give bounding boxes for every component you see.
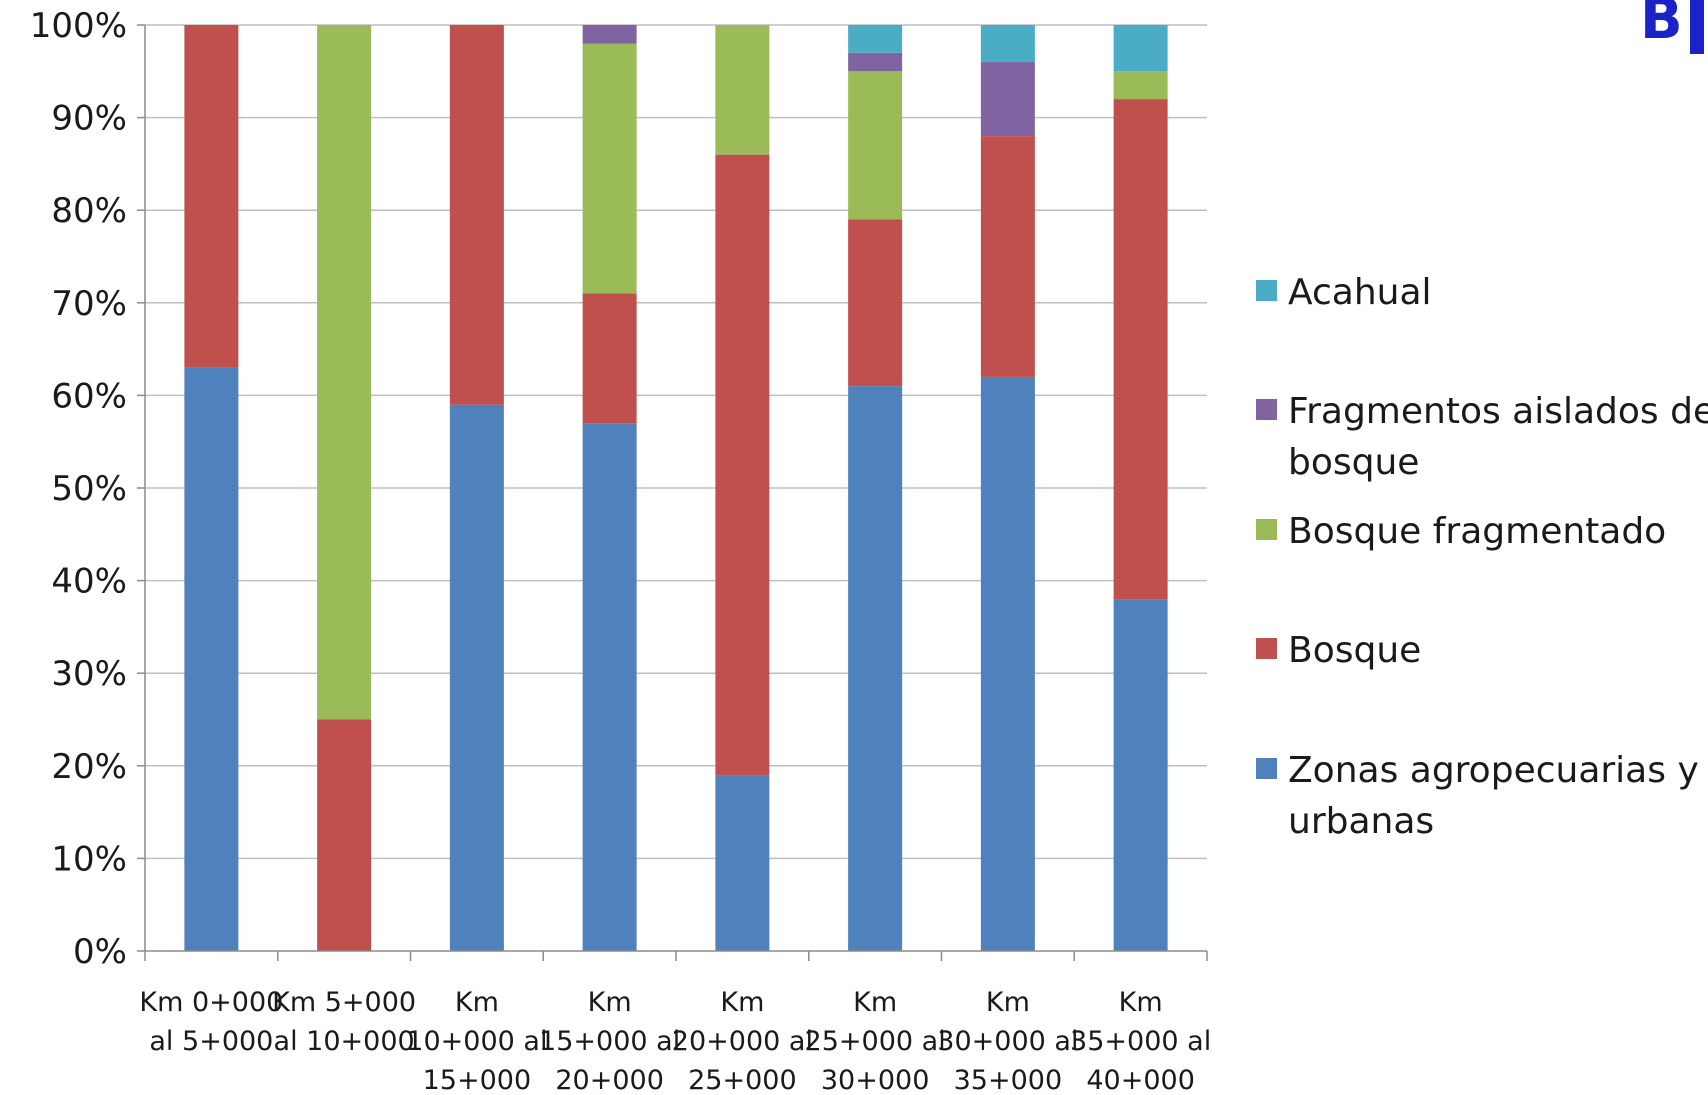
bar-segment <box>848 71 903 220</box>
x-tick-label-line: 30+000 al <box>937 1026 1078 1057</box>
x-tick-label: Km 5+000 al 10+000 <box>272 987 416 1057</box>
x-tick-label-line: 35+000 <box>954 1065 1063 1095</box>
x-tick-label-line: 25+000 <box>688 1065 797 1095</box>
y-tick-label: 10% <box>51 839 127 879</box>
bar-segment <box>184 367 239 951</box>
y-tick-label: 40% <box>51 562 127 602</box>
y-tick-labels: 0% 10% 20% 30% 40% 50% 60% 70% 80% 90% 100% <box>30 6 127 972</box>
y-tick-label: 80% <box>51 191 127 231</box>
y-tick-label: 20% <box>51 747 127 787</box>
x-tick-labels: Km 0+000 al 5+000 Km 5+000 al 10+000 Km 10+00… <box>139 987 1211 1095</box>
bar-segment <box>582 293 637 424</box>
x-tick-label-line: 20+000 <box>555 1065 664 1095</box>
x-tick-label-line: Km <box>1119 987 1163 1018</box>
logo-text: B <box>1640 0 1683 52</box>
bar-segment <box>980 25 1035 63</box>
legend-swatch <box>1256 399 1277 420</box>
y-tick-label: 90% <box>51 99 127 139</box>
legend-label-line: Fragmentos aislados de <box>1288 391 1708 432</box>
x-tick-label-line: Km <box>455 987 499 1018</box>
bar-segment <box>449 25 504 405</box>
legend-label-line: bosque <box>1288 442 1419 483</box>
legend-label-line: urbanas <box>1288 801 1434 842</box>
y-tick-label: 0% <box>73 932 127 972</box>
bar-segment <box>449 404 504 951</box>
x-tick-label: Km 15+000 al 20+000 <box>539 987 680 1095</box>
y-tick-label: 60% <box>51 376 127 416</box>
x-tick-label-line: Km <box>588 987 632 1018</box>
x-tick-label: Km 35+000 al 40+000 <box>1070 987 1211 1095</box>
y-tick-label: 70% <box>51 284 127 324</box>
legend-label: Acahual <box>1288 272 1432 313</box>
bar-segment <box>715 154 770 776</box>
y-tick-label: 50% <box>51 469 127 509</box>
legend-label-line: Bosque <box>1288 630 1421 671</box>
bar-segment <box>582 25 637 44</box>
bar-segment <box>848 386 903 951</box>
x-tick-label-line: al 5+000 <box>149 1026 273 1057</box>
legend-swatch <box>1256 638 1277 659</box>
x-tick-label-line: Km <box>853 987 897 1018</box>
x-tick-label: Km 30+000 al 35+000 <box>937 987 1078 1095</box>
legend-label: Zonas agropecuarias y urbanas <box>1288 750 1699 842</box>
x-tick-label: Km 10+000 al 15+000 <box>406 987 547 1095</box>
gridlines <box>145 24 1207 860</box>
bar-segment <box>1113 599 1168 951</box>
x-tick-label-line: 35+000 al <box>1070 1026 1211 1057</box>
x-tick-label: Km 0+000 al 5+000 <box>139 987 283 1057</box>
x-tick-label: Km 25+000 al 30+000 <box>805 987 946 1095</box>
x-tick-label-line: Km <box>720 987 764 1018</box>
legend-label-line: Acahual <box>1288 272 1432 313</box>
bar-segment <box>184 25 239 368</box>
bar-segment <box>317 25 372 720</box>
x-tick-label-line: 20+000 al <box>672 1026 813 1057</box>
bars <box>184 25 1168 951</box>
bar-segment <box>1113 71 1168 100</box>
x-tick-label-line: 10+000 al <box>406 1026 547 1057</box>
bar-segment <box>1113 99 1168 600</box>
logo-bar-shape <box>1690 0 1704 54</box>
legend-label: Fragmentos aislados de bosque <box>1288 391 1708 483</box>
legend-label: Bosque <box>1288 630 1421 671</box>
bar-segment <box>715 775 770 951</box>
y-tick-label: 30% <box>51 654 127 694</box>
legend-swatch <box>1256 280 1277 301</box>
x-tick-label-line: Km <box>986 987 1030 1018</box>
bar-segment <box>582 43 637 294</box>
x-tick-label: Km 20+000 al 25+000 <box>672 987 813 1095</box>
y-tick-label: 100% <box>30 6 127 46</box>
legend-swatch <box>1256 519 1277 540</box>
x-tick-label-line: 30+000 <box>821 1065 930 1095</box>
x-tick-label-line: Km 5+000 <box>272 987 416 1018</box>
x-tick-label-line: 15+000 <box>423 1065 532 1095</box>
x-tick-label-line: Km 0+000 <box>139 987 283 1018</box>
bar-segment <box>980 376 1035 951</box>
bar-segment <box>848 219 903 387</box>
legend: Acahual Fragmentos aislados de bosque Bosqu… <box>1256 272 1708 842</box>
x-tick-label-line: 40+000 <box>1086 1065 1195 1095</box>
legend-label: Bosque fragmentado <box>1288 511 1666 552</box>
bar-segment <box>715 25 770 155</box>
bar-segment <box>1113 25 1168 72</box>
bar-segment <box>980 136 1035 377</box>
bar-segment <box>848 52 903 72</box>
legend-swatch <box>1256 758 1277 779</box>
bar-segment <box>848 25 903 53</box>
axes <box>137 24 1208 961</box>
legend-label-line: Zonas agropecuarias y <box>1288 750 1699 791</box>
bar-segment <box>317 719 372 951</box>
x-tick-label-line: al 10+000 <box>274 1026 415 1057</box>
bar-segment <box>582 423 637 951</box>
x-tick-label-line: 25+000 al <box>805 1026 946 1057</box>
bar-segment <box>980 62 1035 137</box>
x-tick-label-line: 15+000 al <box>539 1026 680 1057</box>
legend-label-line: Bosque fragmentado <box>1288 511 1666 552</box>
logo: B <box>1640 0 1704 54</box>
